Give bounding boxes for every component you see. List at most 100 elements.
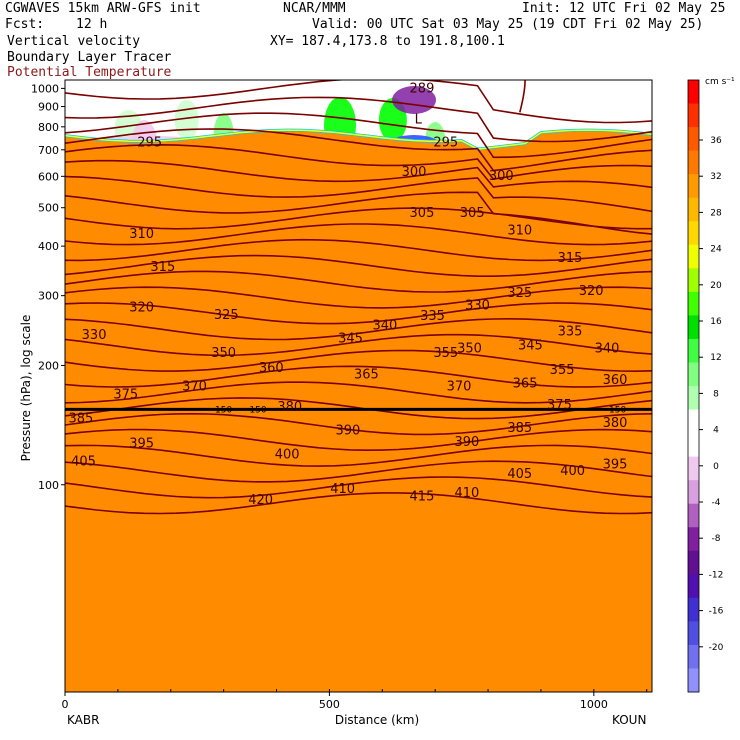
y-tick-label: 1000 — [31, 82, 59, 95]
theta-contour-395 — [65, 412, 652, 436]
tracer-label: 150 — [215, 405, 232, 415]
theta-label: 370 — [182, 379, 207, 394]
colorbar-swatch — [688, 503, 699, 528]
surface-line — [65, 129, 652, 150]
terrain-fill — [65, 130, 652, 692]
colorbar-swatch — [688, 527, 699, 552]
colorbar-label: 20 — [710, 281, 722, 291]
theta-label: 380 — [277, 400, 302, 415]
theta-contour-355 — [65, 286, 652, 309]
theta-contour-289 — [65, 80, 652, 124]
theta-contour-365 — [65, 317, 652, 341]
colorbar-swatch — [688, 268, 699, 293]
theta-label: 375 — [113, 387, 138, 402]
field-potential-temperature: Potential Temperature — [7, 65, 172, 80]
theta-contour-385 — [65, 381, 652, 404]
theta-label: 330 — [82, 328, 107, 343]
theta-contour-330 — [65, 207, 652, 230]
theta-label: 330 — [465, 298, 490, 313]
forecast-label: Fcst: — [5, 17, 45, 32]
colorbar-frame — [687, 79, 700, 693]
y-tick-label: 700 — [38, 144, 59, 157]
forecast-value: 12 h — [76, 17, 108, 32]
theta-contour-low — [519, 80, 526, 113]
contour-labels: 420 415 410 410 405 405 400 400 395 395 390 390 385 3… — [68, 82, 627, 509]
theta-label: 380 — [603, 416, 628, 431]
theta-contour-420 — [65, 492, 652, 515]
theta-contour-300 — [65, 112, 652, 159]
theta-label: 395 — [603, 458, 628, 473]
colorbar-swatch — [688, 315, 699, 340]
tracer-label: 150 — [609, 405, 626, 415]
colorbar-swatch — [688, 338, 699, 363]
theta-label: 395 — [129, 436, 154, 451]
theta-label: 375 — [547, 398, 572, 413]
field-boundary-layer-tracer: Boundary Layer Tracer — [7, 50, 172, 65]
theta-label: 350 — [457, 341, 482, 356]
model-title: CGWAVES 15km ARW-GFS init — [5, 1, 201, 16]
theta-contour-380 — [65, 365, 652, 388]
tracer-label: 150 — [249, 405, 266, 415]
theta-label: 400 — [560, 464, 585, 479]
theta-label: 315 — [150, 260, 175, 275]
theta-contour-315 — [65, 159, 652, 189]
valid-time: Valid: 00 UTC Sat 03 May 25 (19 CDT Fri … — [312, 17, 704, 32]
colorbar-swatch — [688, 480, 699, 505]
y-tick-label: 900 — [38, 101, 59, 114]
theta-label: 295 — [433, 135, 458, 150]
theta-label: 289 — [410, 82, 435, 97]
colorbar-swatch — [688, 80, 699, 105]
theta-label: 315 — [558, 251, 583, 266]
theta-label: 385 — [507, 421, 532, 436]
theta-contour-325 — [65, 191, 652, 235]
colorbar-swatch — [688, 597, 699, 622]
theta-contour-350 — [65, 270, 652, 293]
theta-label: 400 — [275, 447, 300, 462]
colorbar-label: -20 — [709, 643, 724, 653]
theta-contour-410 — [65, 460, 652, 483]
colorbar-label: -16 — [709, 607, 724, 617]
colorbar-label: 36 — [710, 136, 722, 146]
colorbar-label: 24 — [710, 245, 722, 255]
theta-contour-375 — [65, 349, 652, 373]
y-tick-label: 600 — [38, 170, 59, 183]
theta-label: 385 — [68, 411, 93, 426]
colorbar-swatch — [688, 127, 699, 152]
theta-contour-405 — [65, 444, 652, 467]
colorbar-swatch — [688, 456, 699, 481]
colorbar-swatch — [688, 433, 699, 458]
colorbar-swatch — [688, 386, 699, 411]
terrain-layer — [65, 128, 652, 692]
theta-label: 345 — [518, 338, 543, 353]
theta-label: 310 — [507, 224, 532, 239]
colorbar-swatch — [688, 621, 699, 646]
right-endpoint-label: KOUN — [612, 713, 646, 727]
organization-label: NCAR/MMM — [283, 1, 346, 16]
theta-label: 335 — [420, 309, 445, 324]
theta-label: 365 — [354, 367, 379, 382]
y-tick-label: 200 — [38, 359, 59, 372]
colorbar-swatch — [688, 221, 699, 246]
theta-label: 355 — [550, 363, 575, 378]
theta-contour-310 — [65, 143, 652, 180]
colorbar-label: 0 — [713, 462, 719, 472]
theta-label: 360 — [259, 361, 284, 376]
theta-label: 410 — [454, 486, 479, 501]
theta-label: 295 — [137, 135, 162, 150]
plot-frame — [64, 79, 653, 693]
theta-label: 305 — [410, 206, 435, 221]
y-tick-label: 400 — [38, 240, 59, 253]
colorbar-swatch — [688, 574, 699, 599]
theta-label: 390 — [336, 423, 361, 438]
theta-contour-345 — [65, 254, 652, 278]
theta-label: 405 — [507, 467, 532, 482]
theta-label: 340 — [373, 318, 398, 333]
theta-contour-305 — [65, 128, 652, 172]
theta-contour-400 — [65, 428, 652, 452]
theta-label: 320 — [579, 284, 604, 299]
colorbar-swatch — [688, 291, 699, 316]
theta-label: 325 — [507, 286, 532, 301]
x-tick-label: 500 — [319, 698, 340, 711]
theta-label: 370 — [447, 379, 472, 394]
